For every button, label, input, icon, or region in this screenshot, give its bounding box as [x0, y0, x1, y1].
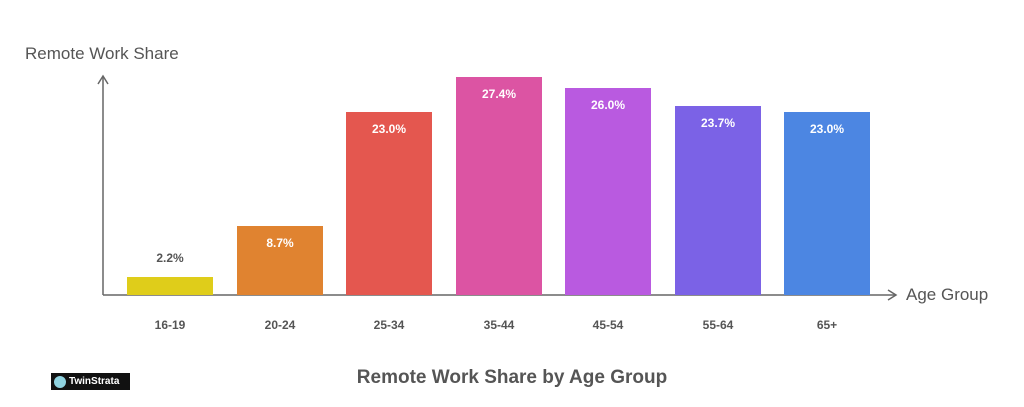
x-tick-label: 35-44 [483, 318, 515, 332]
logo-icon [54, 375, 66, 388]
bar-20-24: 8.7% [237, 226, 323, 295]
bar-35-44: 27.4% [456, 77, 542, 295]
bar-value-label: 2.2% [156, 251, 184, 265]
bar-16-19: 2.2% [127, 251, 213, 295]
bar-55-64: 23.7% [675, 106, 761, 295]
bar-65+: 23.0% [784, 112, 870, 295]
x-axis-label: Age Group [906, 285, 989, 304]
bar-25-34: 23.0% [346, 112, 432, 295]
bar-value-label: 26.0% [590, 98, 626, 112]
bar-value-label: 8.7% [266, 236, 294, 250]
bar-45-54: 26.0% [565, 88, 651, 295]
bar-value-label: 27.4% [481, 87, 517, 101]
x-tick-label: 20-24 [264, 318, 296, 332]
bar-value-label: 23.7% [700, 116, 736, 130]
chart-title: Remote Work Share by Age Group [356, 367, 668, 388]
logo-text: TwinStrata [69, 376, 120, 387]
x-tick-label: 55-64 [702, 318, 734, 332]
y-axis-label: Remote Work Share [25, 44, 179, 63]
x-tick-label: 16-19 [154, 318, 186, 332]
brand-logo: TwinStrata [51, 373, 130, 390]
x-tick-label: 25-34 [373, 318, 405, 332]
bar-value-label: 23.0% [809, 122, 845, 136]
bar-value-label: 23.0% [371, 122, 407, 136]
x-tick-label: 45-54 [592, 318, 624, 332]
x-tick-label: 65+ [816, 318, 838, 332]
